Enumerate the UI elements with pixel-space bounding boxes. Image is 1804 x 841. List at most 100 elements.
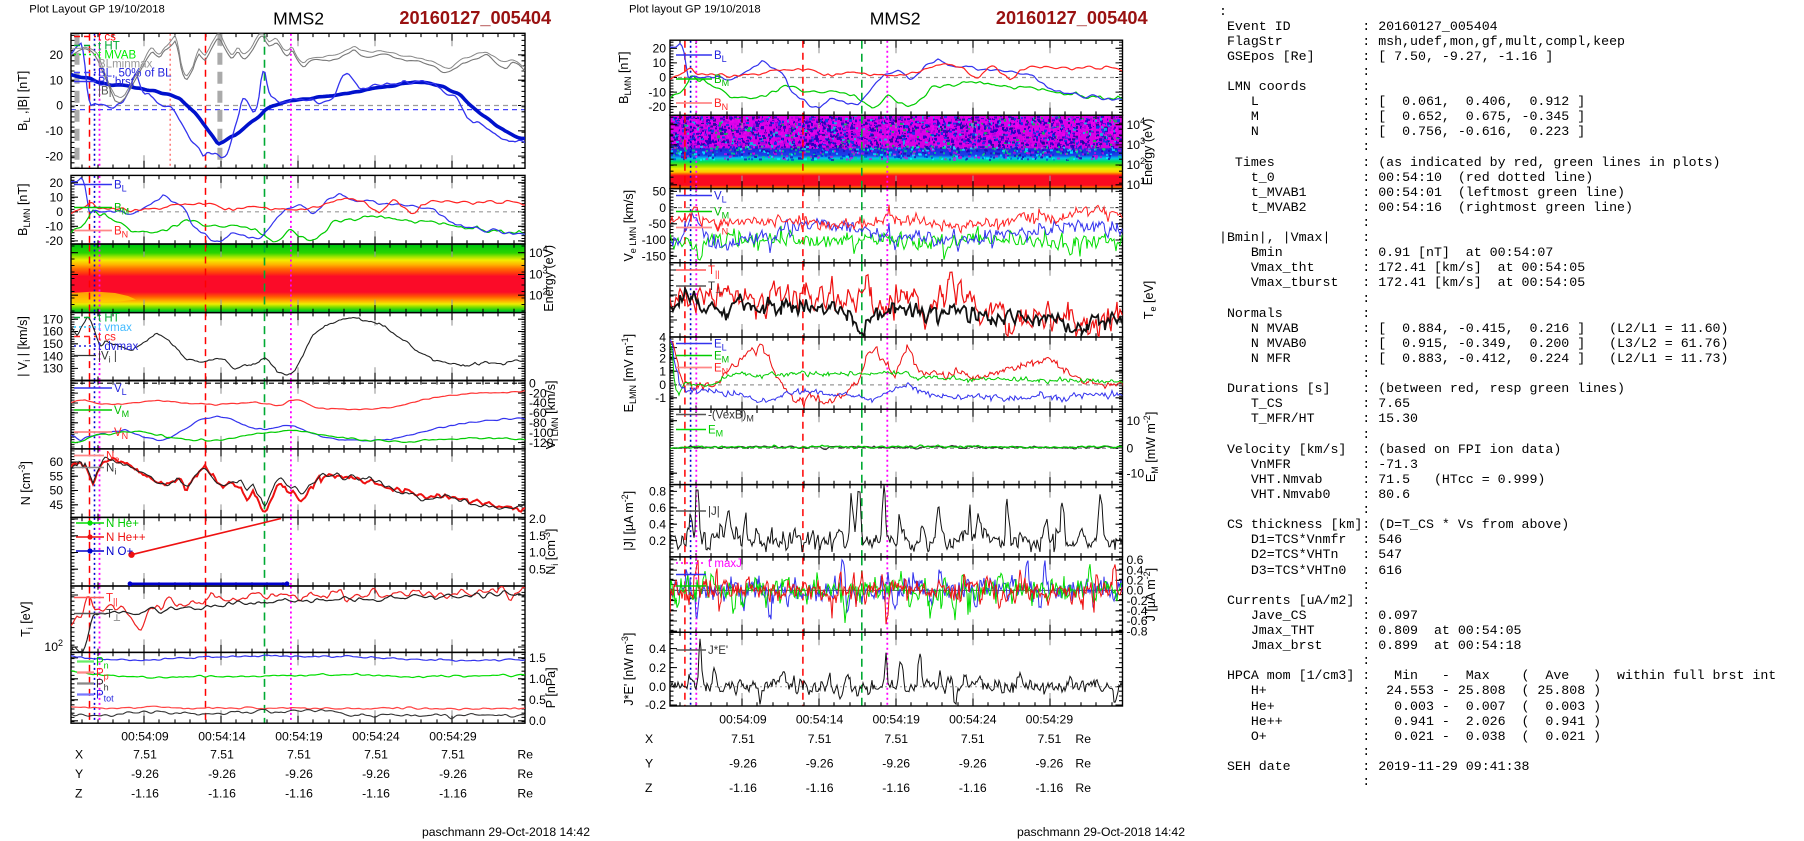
- svg-text:00:54:09: 00:54:09: [719, 712, 767, 726]
- svg-text:0.0: 0.0: [1127, 584, 1144, 598]
- svg-text:20: 20: [49, 176, 63, 190]
- svg-text:2.0: 2.0: [529, 512, 546, 526]
- svg-text:0: 0: [56, 205, 63, 219]
- svg-text:T||: T||: [106, 593, 118, 607]
- svg-text:0.6: 0.6: [649, 501, 666, 515]
- svg-text:-1.16: -1.16: [882, 781, 910, 795]
- svg-text:50: 50: [652, 185, 666, 199]
- svg-text:-10: -10: [648, 85, 666, 99]
- svg-text:150: 150: [43, 337, 64, 351]
- svg-text:Z: Z: [75, 787, 83, 801]
- svg-text:1.0: 1.0: [529, 546, 546, 560]
- svg-text:T⊥: T⊥: [708, 281, 723, 295]
- svg-text:0.4: 0.4: [649, 517, 666, 531]
- svg-text:paschmann 29-Oct-2018 14:42: paschmann 29-Oct-2018 14:42: [1017, 825, 1185, 839]
- svg-text:00:54:24: 00:54:24: [352, 729, 400, 743]
- svg-text:0.4: 0.4: [1127, 563, 1144, 577]
- svg-text:t vmax: t vmax: [98, 322, 132, 334]
- svg-text:X: X: [75, 747, 83, 761]
- svg-text:0.6: 0.6: [1127, 553, 1144, 567]
- svg-text:00:54:09: 00:54:09: [121, 729, 169, 743]
- svg-text:102: 102: [44, 638, 63, 654]
- svg-text:1.5: 1.5: [529, 529, 546, 543]
- svg-text:7.51: 7.51: [961, 732, 985, 746]
- svg-text:00:54:24: 00:54:24: [949, 712, 997, 726]
- svg-text:0.5: 0.5: [529, 563, 546, 577]
- svg-text:50: 50: [49, 484, 63, 498]
- svg-text:Ph: Ph: [96, 679, 109, 693]
- svg-text:Plot layout GP 19/10/2018: Plot layout GP 19/10/2018: [629, 4, 761, 16]
- svg-text:VM: VM: [714, 207, 729, 221]
- svg-text:t cs: t cs: [98, 32, 116, 44]
- svg-text:P [nPa]: P [nPa]: [544, 667, 558, 708]
- svg-text:VN: VN: [114, 427, 128, 441]
- svg-text:1.5: 1.5: [529, 651, 546, 665]
- svg-text:Re: Re: [1075, 756, 1091, 770]
- svg-text:t maxJ: t maxJ: [708, 558, 742, 570]
- svg-text:-0.6: -0.6: [1127, 614, 1148, 628]
- svg-text:BL ,|B| [nT]: BL ,|B| [nT]: [16, 71, 32, 131]
- svg-text:-9.26: -9.26: [1036, 756, 1064, 770]
- svg-text:0.0: 0.0: [649, 680, 666, 694]
- svg-text:X: X: [645, 732, 653, 746]
- svg-text:160: 160: [43, 325, 64, 339]
- svg-text:Plot Layout GP 19/10/2018: Plot Layout GP 19/10/2018: [29, 4, 164, 16]
- svg-text:-1.16: -1.16: [362, 787, 390, 801]
- svg-text:-100: -100: [529, 426, 554, 440]
- svg-text:0.0: 0.0: [529, 714, 546, 728]
- svg-text:BN: BN: [714, 98, 728, 112]
- svg-text:7.51: 7.51: [808, 732, 832, 746]
- svg-text:-9.26: -9.26: [131, 767, 159, 781]
- svg-text:Re: Re: [517, 767, 533, 781]
- svg-text:BM: BM: [714, 74, 729, 88]
- svg-text:-1.16: -1.16: [1036, 781, 1064, 795]
- svg-text:-40: -40: [529, 396, 547, 410]
- svg-text:-1.16: -1.16: [729, 781, 757, 795]
- svg-text:t HT: t HT: [98, 41, 120, 53]
- svg-text:0: 0: [659, 378, 666, 392]
- svg-text:10: 10: [1127, 414, 1141, 428]
- svg-text:BLminmax: BLminmax: [98, 59, 153, 71]
- svg-text:-0.2: -0.2: [645, 698, 666, 712]
- svg-text:7.51: 7.51: [133, 747, 157, 761]
- svg-text:20160127_005404: 20160127_005404: [399, 8, 552, 28]
- svg-text:Z: Z: [645, 781, 653, 795]
- svg-text:T⊥: T⊥: [106, 609, 121, 623]
- svg-text:0.2: 0.2: [649, 534, 666, 548]
- svg-text:N [cm-3]: N [cm-3]: [17, 461, 33, 505]
- svg-text:BLMN [nT]: BLMN [nT]: [617, 52, 633, 104]
- svg-text:-20: -20: [648, 100, 666, 114]
- svg-text:1.0: 1.0: [529, 672, 546, 686]
- svg-text:60: 60: [49, 455, 63, 469]
- svg-text:T||: T||: [708, 265, 720, 279]
- svg-text:VN: VN: [714, 223, 728, 237]
- svg-text:170: 170: [43, 312, 64, 326]
- svg-text:BM: BM: [114, 203, 129, 217]
- svg-text:Re: Re: [517, 747, 533, 761]
- svg-text:10: 10: [49, 190, 63, 204]
- svg-text:0.4: 0.4: [649, 642, 666, 656]
- svg-text:J [µA m-2]: J [µA m-2]: [1142, 568, 1158, 621]
- svg-text:-1.16: -1.16: [439, 787, 467, 801]
- svg-text:BL: BL: [714, 50, 727, 64]
- svg-text:-(VexB)M: -(VexB)M: [708, 410, 754, 424]
- svg-text:7.51: 7.51: [441, 747, 465, 761]
- svg-text:Ve LMN [km/s]: Ve LMN [km/s]: [622, 190, 638, 262]
- svg-text:4: 4: [659, 331, 666, 345]
- svg-text:BL, 50% of BL: BL, 50% of BL: [98, 68, 172, 80]
- svg-text:Ni [cm-3]: Ni [cm-3]: [542, 529, 560, 575]
- svg-text:-1.16: -1.16: [959, 781, 987, 795]
- svg-text:Energy (eV): Energy (eV): [542, 245, 556, 312]
- svg-text:7.51: 7.51: [364, 747, 388, 761]
- svg-text:ELMN [mV m-1]: ELMN [mV m-1]: [620, 334, 638, 412]
- svg-text:-80: -80: [529, 416, 547, 430]
- svg-text:-9.26: -9.26: [882, 756, 910, 770]
- svg-text:-9.26: -9.26: [208, 767, 236, 781]
- svg-text:7.51: 7.51: [731, 732, 755, 746]
- svg-text:Y: Y: [645, 756, 653, 770]
- svg-text:55: 55: [49, 469, 63, 483]
- svg-text:-50: -50: [648, 217, 666, 231]
- svg-text:|J| [µA m-2]: |J| [µA m-2]: [620, 491, 636, 551]
- svg-text:0.2: 0.2: [649, 661, 666, 675]
- svg-text:|Vi |: |Vi |: [98, 351, 117, 365]
